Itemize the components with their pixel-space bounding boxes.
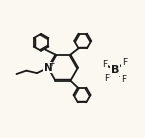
Text: F: F [104, 74, 109, 83]
Text: N: N [44, 63, 52, 73]
Text: B: B [111, 65, 119, 75]
Text: +: + [48, 59, 55, 68]
Text: F: F [122, 58, 127, 67]
Text: F: F [121, 75, 126, 84]
Text: F: F [103, 60, 108, 69]
